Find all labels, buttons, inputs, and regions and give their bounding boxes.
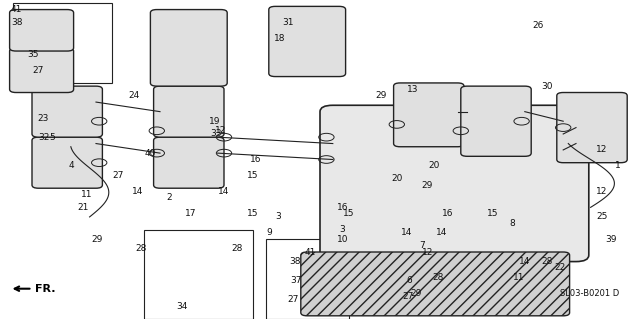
Text: 3: 3 <box>276 212 281 221</box>
Text: 35: 35 <box>28 50 39 59</box>
Text: 24: 24 <box>129 91 140 100</box>
Text: 19: 19 <box>209 117 220 126</box>
Text: FR.: FR. <box>15 284 56 294</box>
Text: 32: 32 <box>38 133 49 142</box>
Text: 31: 31 <box>282 18 294 27</box>
Text: 28: 28 <box>433 273 444 282</box>
Text: 33: 33 <box>211 130 222 138</box>
Text: 2: 2 <box>167 193 172 202</box>
Text: 12: 12 <box>596 187 607 196</box>
Text: 18: 18 <box>274 34 285 43</box>
Text: 20: 20 <box>428 161 440 170</box>
Text: 29: 29 <box>92 235 103 244</box>
Text: 28: 28 <box>135 244 147 253</box>
Text: 17: 17 <box>185 209 196 218</box>
FancyBboxPatch shape <box>269 6 346 77</box>
Text: 13: 13 <box>407 85 419 94</box>
Text: 10: 10 <box>337 235 348 244</box>
FancyBboxPatch shape <box>557 93 627 163</box>
FancyBboxPatch shape <box>150 10 227 86</box>
Text: 27: 27 <box>113 171 124 180</box>
Text: 21: 21 <box>77 203 89 212</box>
Text: 27: 27 <box>287 295 299 304</box>
Bar <box>144 230 253 319</box>
Text: 12: 12 <box>422 248 433 256</box>
FancyBboxPatch shape <box>154 86 224 137</box>
Text: 1: 1 <box>615 161 620 170</box>
FancyBboxPatch shape <box>10 48 74 93</box>
FancyBboxPatch shape <box>320 105 589 262</box>
FancyBboxPatch shape <box>154 137 224 188</box>
Text: 14: 14 <box>519 257 531 266</box>
Text: 22: 22 <box>554 263 566 272</box>
FancyBboxPatch shape <box>394 83 464 147</box>
Text: 28: 28 <box>231 244 243 253</box>
Text: 29: 29 <box>376 91 387 100</box>
Text: 27: 27 <box>403 292 414 301</box>
Text: 15: 15 <box>487 209 499 218</box>
Text: 15: 15 <box>343 209 355 218</box>
Text: 11: 11 <box>513 273 524 282</box>
FancyBboxPatch shape <box>301 252 570 316</box>
Text: 41: 41 <box>10 5 22 14</box>
Text: 4: 4 <box>69 161 74 170</box>
Text: 3: 3 <box>340 225 345 234</box>
FancyBboxPatch shape <box>32 137 102 188</box>
Text: 26: 26 <box>532 21 543 30</box>
Text: 29: 29 <box>422 181 433 189</box>
Text: SL03-B0201 D: SL03-B0201 D <box>560 289 620 298</box>
Text: 14: 14 <box>436 228 447 237</box>
Text: 11: 11 <box>81 190 92 199</box>
Text: 8: 8 <box>509 219 515 228</box>
Bar <box>13 3 112 83</box>
Text: 16: 16 <box>337 203 348 212</box>
Text: 7: 7 <box>420 241 425 250</box>
Text: 34: 34 <box>177 302 188 311</box>
Text: 14: 14 <box>218 187 230 196</box>
Text: 15: 15 <box>247 209 259 218</box>
Text: 40: 40 <box>145 149 156 158</box>
Text: 9: 9 <box>266 228 271 237</box>
Text: 14: 14 <box>132 187 143 196</box>
Text: 6: 6 <box>407 276 412 285</box>
Text: 20: 20 <box>391 174 403 183</box>
Text: 39: 39 <box>605 235 617 244</box>
Text: 41: 41 <box>305 248 316 256</box>
FancyBboxPatch shape <box>461 86 531 156</box>
Text: 38: 38 <box>12 18 23 27</box>
Text: 27: 27 <box>33 66 44 75</box>
Text: 15: 15 <box>247 171 259 180</box>
Text: 16: 16 <box>250 155 262 164</box>
Text: 16: 16 <box>442 209 454 218</box>
Text: 37: 37 <box>290 276 301 285</box>
Text: 14: 14 <box>401 228 412 237</box>
Text: 28: 28 <box>541 257 553 266</box>
Text: 38: 38 <box>289 257 301 266</box>
Text: 25: 25 <box>596 212 607 221</box>
Bar <box>266 239 349 319</box>
FancyBboxPatch shape <box>10 10 74 51</box>
FancyBboxPatch shape <box>32 86 102 137</box>
Text: 12: 12 <box>596 145 607 154</box>
Text: 30: 30 <box>541 82 553 91</box>
Text: 29: 29 <box>410 289 422 298</box>
Text: 12: 12 <box>215 126 227 135</box>
Text: 5: 5 <box>50 133 55 142</box>
Text: 23: 23 <box>38 114 49 122</box>
